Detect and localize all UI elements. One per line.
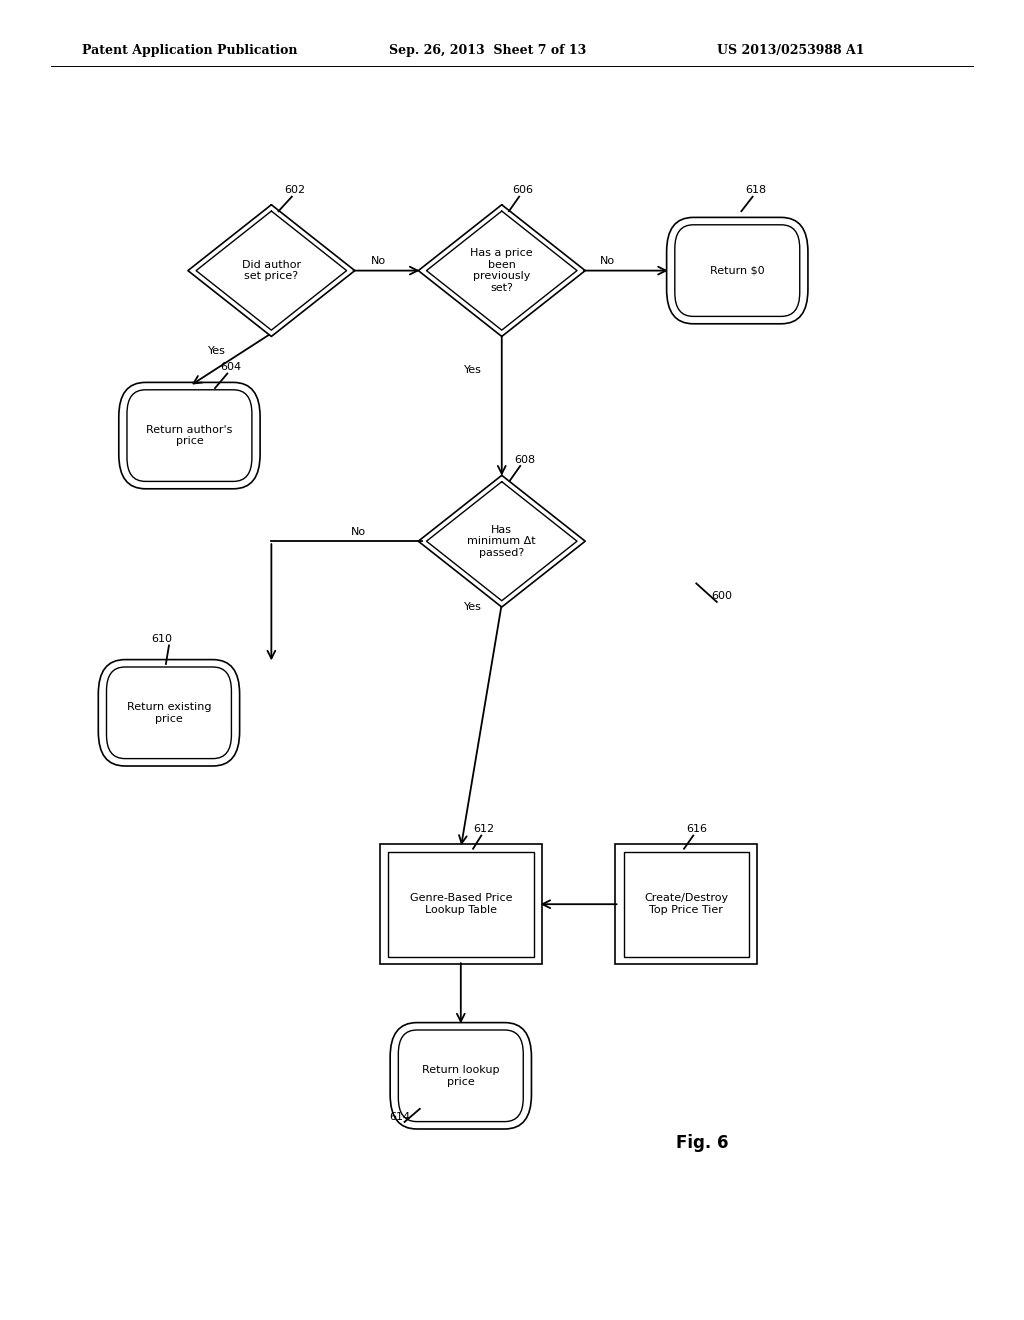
- Text: 618: 618: [745, 185, 767, 195]
- FancyBboxPatch shape: [675, 224, 800, 317]
- Polygon shape: [197, 211, 346, 330]
- FancyBboxPatch shape: [667, 218, 808, 323]
- Text: Yes: Yes: [464, 602, 482, 612]
- Text: 600: 600: [712, 590, 733, 601]
- Text: US 2013/0253988 A1: US 2013/0253988 A1: [717, 44, 864, 57]
- Text: Patent Application Publication: Patent Application Publication: [82, 44, 297, 57]
- Text: No: No: [600, 256, 614, 267]
- Bar: [388, 851, 534, 957]
- Text: No: No: [372, 256, 386, 267]
- Text: Return $0: Return $0: [710, 265, 765, 276]
- FancyBboxPatch shape: [98, 660, 240, 766]
- Text: 602: 602: [285, 185, 306, 195]
- Text: 612: 612: [473, 824, 495, 834]
- Text: 616: 616: [686, 824, 708, 834]
- Text: Return lookup
price: Return lookup price: [422, 1065, 500, 1086]
- Text: Fig. 6: Fig. 6: [676, 1134, 728, 1152]
- Bar: [624, 851, 749, 957]
- Text: Did author
set price?: Did author set price?: [242, 260, 301, 281]
- Bar: [380, 845, 542, 964]
- Text: 606: 606: [512, 185, 534, 195]
- Text: Has a price
been
previously
set?: Has a price been previously set?: [470, 248, 534, 293]
- Text: Yes: Yes: [464, 364, 482, 375]
- Text: Has
minimum Δt
passed?: Has minimum Δt passed?: [467, 524, 537, 558]
- Text: Genre-Based Price
Lookup Table: Genre-Based Price Lookup Table: [410, 894, 512, 915]
- FancyBboxPatch shape: [398, 1030, 523, 1122]
- Text: Sep. 26, 2013  Sheet 7 of 13: Sep. 26, 2013 Sheet 7 of 13: [389, 44, 587, 57]
- Text: 604: 604: [220, 362, 242, 372]
- Text: 610: 610: [152, 634, 173, 644]
- Text: Return existing
price: Return existing price: [127, 702, 211, 723]
- FancyBboxPatch shape: [390, 1023, 531, 1129]
- FancyBboxPatch shape: [106, 667, 231, 759]
- Text: 614: 614: [389, 1111, 411, 1122]
- Text: 608: 608: [514, 454, 536, 465]
- Text: Return author's
price: Return author's price: [146, 425, 232, 446]
- Polygon shape: [426, 211, 578, 330]
- Bar: [615, 845, 757, 964]
- FancyBboxPatch shape: [119, 383, 260, 488]
- Polygon shape: [426, 482, 578, 601]
- Text: Yes: Yes: [208, 346, 226, 356]
- FancyBboxPatch shape: [127, 389, 252, 482]
- Text: Create/Destroy
Top Price Tier: Create/Destroy Top Price Tier: [644, 894, 728, 915]
- Text: No: No: [351, 527, 366, 537]
